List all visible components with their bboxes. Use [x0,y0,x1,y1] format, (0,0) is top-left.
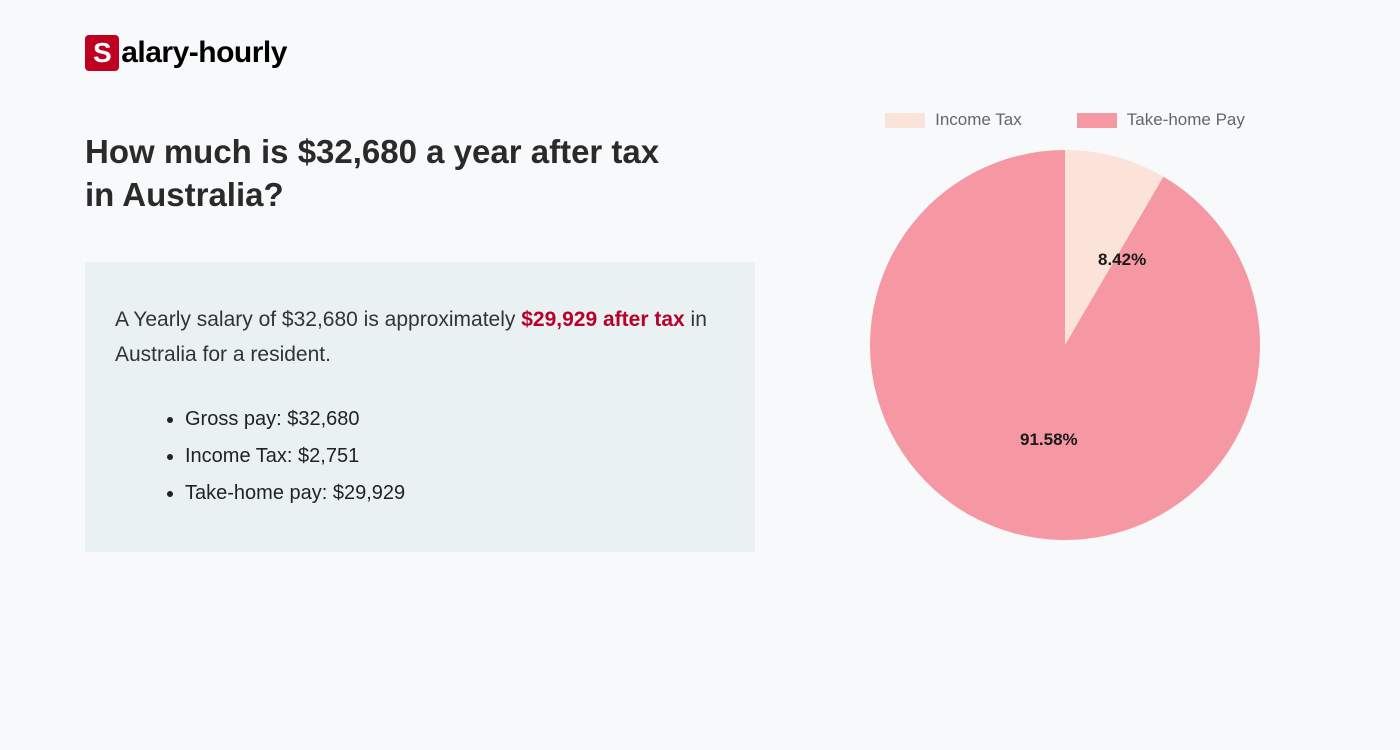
site-logo: S alary-hourly [85,35,287,71]
slice-label-income-tax: 8.42% [1098,250,1146,270]
legend-item-income-tax: Income Tax [885,110,1022,130]
pie-slice [870,150,1260,540]
list-item: Take-home pay: $29,929 [185,475,725,512]
chart-legend: Income Tax Take-home Pay [885,110,1245,130]
summary-box: A Yearly salary of $32,680 is approximat… [85,262,755,552]
logo-s-badge: S [85,35,119,71]
summary-prefix: A Yearly salary of $32,680 is approximat… [115,308,521,331]
list-item: Gross pay: $32,680 [185,401,725,438]
summary-highlight: $29,929 after tax [521,308,684,331]
list-item: Income Tax: $2,751 [185,438,725,475]
legend-item-take-home: Take-home Pay [1077,110,1245,130]
right-column: Income Tax Take-home Pay 8.42% 91.58% [815,35,1315,552]
legend-label: Income Tax [935,110,1022,130]
legend-label: Take-home Pay [1127,110,1245,130]
legend-swatch [1077,113,1117,128]
pie-chart: 8.42% 91.58% [870,150,1260,540]
left-column: S alary-hourly How much is $32,680 a yea… [85,35,755,552]
logo-text: alary-hourly [121,36,287,70]
slice-label-take-home: 91.58% [1020,430,1078,450]
summary-text: A Yearly salary of $32,680 is approximat… [115,302,725,373]
page-title: How much is $32,680 a year after tax in … [85,131,685,217]
main-container: S alary-hourly How much is $32,680 a yea… [0,0,1400,552]
legend-swatch [885,113,925,128]
bullet-list: Gross pay: $32,680 Income Tax: $2,751 Ta… [115,401,725,512]
pie-svg [870,150,1260,540]
